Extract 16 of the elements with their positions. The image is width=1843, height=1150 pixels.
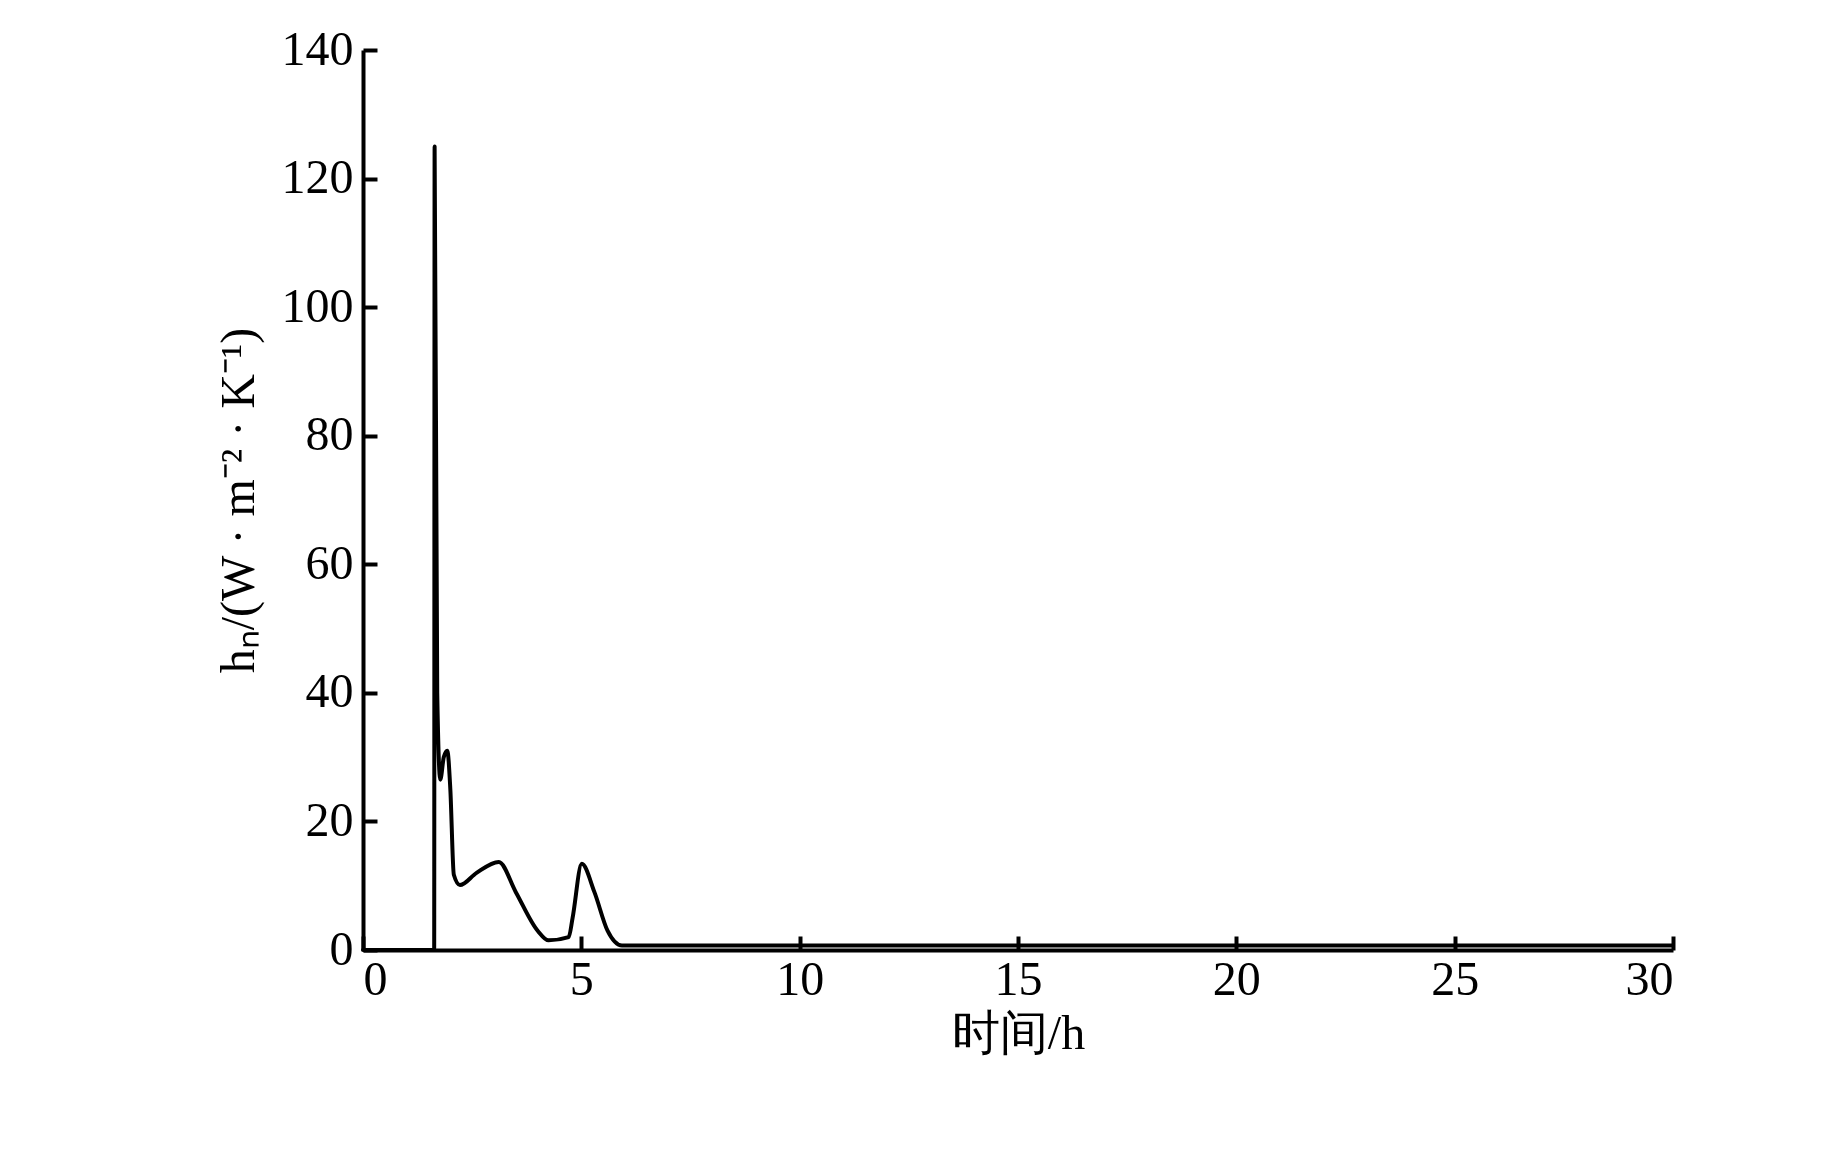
y-axis-title: hₙ/(W · m⁻² · K⁻¹): [210, 327, 265, 674]
x-tick-label: 15: [994, 951, 1043, 1005]
x-tick-label: 25: [1431, 951, 1480, 1005]
x-tick-label: 20: [1212, 951, 1261, 1005]
y-tick-label: 20: [305, 792, 354, 846]
y-tick-label: 140: [281, 21, 354, 75]
y-tick-label: 120: [281, 150, 354, 204]
y-tick-label: 80: [305, 407, 354, 461]
x-tick-label: 5: [569, 951, 594, 1005]
y-tick-label: 100: [281, 278, 354, 332]
x-tick-label: 30: [1625, 951, 1674, 1005]
x-axis-title: 时间/h: [951, 1005, 1086, 1059]
y-tick-label: 60: [305, 535, 354, 589]
y-tick-label: 40: [305, 664, 354, 718]
x-tick-label: 0: [363, 951, 388, 1005]
x-tick-label: 10: [776, 951, 825, 1005]
